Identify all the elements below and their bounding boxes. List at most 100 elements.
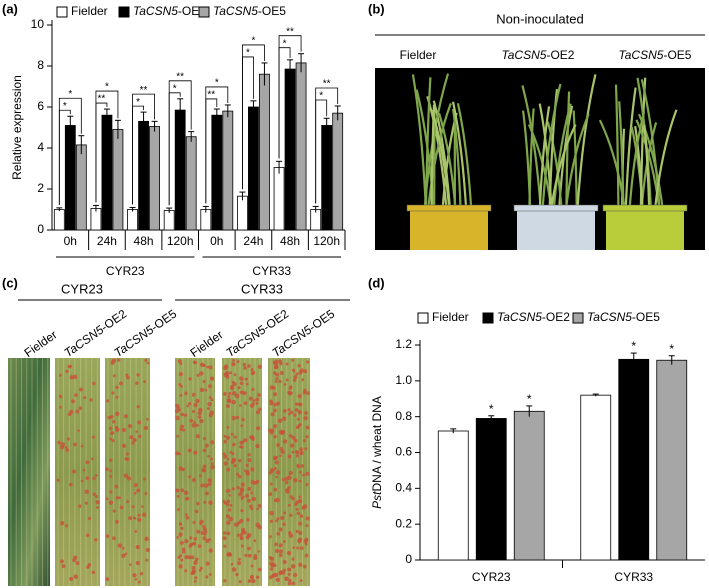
rust-pustule	[144, 536, 149, 542]
rust-pustule	[300, 464, 305, 468]
rust-pustule	[78, 504, 82, 508]
significance-bracket	[58, 97, 82, 205]
rust-pustule	[284, 480, 289, 485]
rust-pustule	[61, 564, 66, 569]
rust-pustule	[231, 362, 236, 367]
error-bar	[129, 206, 136, 212]
rust-pustule	[184, 569, 188, 573]
rust-pustule	[244, 553, 248, 558]
rust-pustule	[111, 439, 115, 443]
rust-pustule	[109, 490, 113, 494]
rust-pustule	[257, 524, 262, 530]
rust-pustule	[245, 535, 250, 540]
rust-pustule	[278, 549, 284, 554]
rust-pustule	[243, 438, 248, 443]
rust-pustule	[237, 386, 241, 390]
rust-pustule	[278, 527, 283, 532]
error-bar	[668, 355, 675, 365]
rust-pustule	[291, 497, 295, 501]
rust-pustule	[178, 564, 183, 569]
rust-pustule	[231, 415, 236, 421]
rust-pustule	[287, 486, 291, 490]
rust-pustule	[57, 440, 61, 445]
rust-pustule	[283, 511, 287, 515]
error-bar	[261, 62, 268, 86]
rust-pustule	[236, 533, 240, 537]
x-tick-label: 120h	[313, 234, 340, 248]
rust-pustule	[250, 576, 254, 580]
rust-pustule	[304, 447, 308, 451]
rust-pustule	[299, 470, 302, 474]
rust-pustule	[124, 457, 128, 461]
rust-pustule	[274, 460, 279, 465]
rust-pustule	[78, 387, 84, 392]
rust-pustule	[253, 555, 258, 561]
rust-pustule	[189, 418, 194, 423]
rust-pustule	[251, 370, 256, 375]
pot	[517, 207, 595, 250]
rust-pustule	[133, 491, 137, 495]
rust-pustule	[295, 529, 299, 534]
rust-pustule	[293, 375, 298, 380]
rust-pustule	[105, 467, 109, 471]
significance-label: *	[283, 38, 287, 49]
group-label: CYR33	[252, 264, 291, 278]
y-tick-label: 4	[37, 140, 44, 154]
rust-pustule	[290, 410, 294, 414]
rust-pustule	[279, 430, 284, 435]
error-bar	[78, 135, 85, 155]
error-bar	[151, 120, 158, 132]
rust-pustule	[235, 472, 240, 477]
rust-pustule	[179, 362, 183, 366]
rust-pustule	[278, 571, 283, 576]
rust-pustule	[287, 390, 292, 395]
rust-pustule	[240, 530, 246, 535]
rust-pustule	[112, 536, 116, 541]
rust-pustule	[297, 364, 301, 368]
error-bar	[114, 119, 121, 139]
rust-pustule	[232, 381, 237, 387]
bar	[321, 125, 333, 231]
rust-pustule	[275, 577, 280, 582]
rust-pustule	[283, 540, 286, 543]
rust-pustule	[68, 482, 73, 487]
bar	[259, 73, 270, 231]
rust-pustule	[245, 471, 250, 476]
bar	[580, 394, 612, 561]
rust-pustule	[225, 488, 231, 494]
rust-pustule	[208, 538, 211, 541]
rust-pustule	[208, 413, 213, 418]
legend-label: Fielder	[71, 4, 108, 18]
rust-pustule	[94, 494, 99, 499]
rust-pustule	[137, 420, 142, 425]
rust-pustule	[273, 435, 277, 439]
rust-pustule	[196, 502, 200, 506]
rust-pustule	[253, 481, 258, 485]
rust-pustule	[207, 454, 211, 458]
rust-pustule	[199, 362, 205, 367]
rust-pustule	[240, 424, 243, 428]
rust-pustule	[135, 381, 139, 385]
rust-pustule	[233, 464, 237, 468]
rust-pustule	[196, 529, 201, 534]
rust-pustule	[242, 362, 247, 367]
rust-pustule	[289, 385, 293, 389]
rust-pustule	[179, 540, 184, 545]
rust-pustule	[110, 360, 115, 365]
rust-pustule	[274, 379, 278, 383]
rust-pustule	[125, 452, 129, 456]
rust-pustule	[202, 527, 207, 532]
rust-pustule	[180, 526, 184, 531]
rust-pustule	[192, 360, 196, 364]
rust-pustule	[275, 475, 278, 479]
rust-pustule	[257, 364, 262, 369]
rust-pustule	[186, 404, 189, 408]
rust-pustule	[226, 467, 231, 472]
rust-pustule	[105, 497, 109, 501]
rust-pustule	[126, 500, 129, 504]
rust-pustule	[282, 522, 286, 526]
rust-pustule	[289, 443, 295, 448]
y-tick-label: 1.0	[395, 373, 412, 387]
rust-pustule	[144, 358, 148, 363]
rust-pustule	[293, 572, 298, 578]
